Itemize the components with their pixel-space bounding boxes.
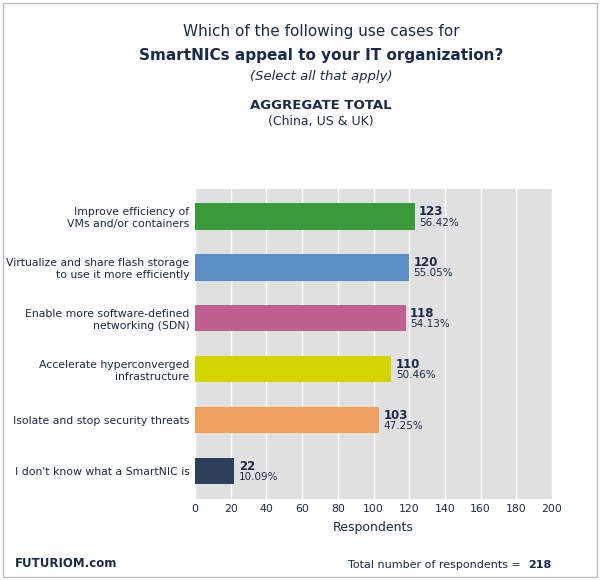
Text: 50.46%: 50.46% xyxy=(396,370,436,380)
Text: 103: 103 xyxy=(383,409,407,422)
Bar xyxy=(195,254,409,281)
Text: SmartNICs appeal to your IT organization?: SmartNICs appeal to your IT organization… xyxy=(139,48,503,63)
Text: AGGREGATE TOTAL: AGGREGATE TOTAL xyxy=(250,99,392,112)
Text: Which of the following use cases for: Which of the following use cases for xyxy=(182,24,460,39)
Bar xyxy=(195,356,391,382)
Text: (Select all that apply): (Select all that apply) xyxy=(250,70,392,83)
Bar xyxy=(195,407,379,433)
Text: Total number of respondents =: Total number of respondents = xyxy=(348,560,524,570)
Text: 55.05%: 55.05% xyxy=(413,269,453,278)
X-axis label: Respondents: Respondents xyxy=(333,521,414,534)
Text: 118: 118 xyxy=(410,307,434,320)
Text: (China, US & UK): (China, US & UK) xyxy=(268,115,374,128)
Text: 54.13%: 54.13% xyxy=(410,320,450,329)
Text: FUTURIOM.com: FUTURIOM.com xyxy=(15,557,118,570)
Text: 218: 218 xyxy=(528,560,551,570)
Text: 10.09%: 10.09% xyxy=(239,472,278,482)
Bar xyxy=(195,203,415,230)
Text: 110: 110 xyxy=(396,358,420,371)
Text: 120: 120 xyxy=(413,256,438,269)
Bar xyxy=(195,458,234,484)
Text: 123: 123 xyxy=(419,205,443,219)
Text: 47.25%: 47.25% xyxy=(383,421,423,431)
Bar xyxy=(195,305,406,331)
Text: 56.42%: 56.42% xyxy=(419,218,459,227)
Text: 22: 22 xyxy=(239,460,255,473)
